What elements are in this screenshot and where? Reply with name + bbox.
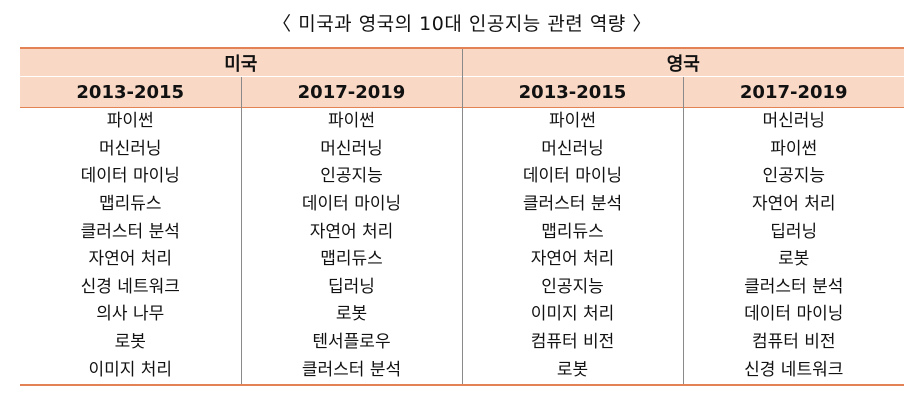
table-cell: 클러스터 분석	[240, 356, 462, 386]
table-cell: 컴퓨터 비전	[682, 328, 904, 357]
table-cell: 이미지 처리	[461, 301, 683, 329]
table-cell: 인공지능	[461, 273, 683, 302]
table-row: 머신러닝 머신러닝 머신러닝 파이썬	[20, 135, 904, 164]
table-cell: 파이썬	[240, 106, 462, 136]
period-header: 2013-2015	[20, 76, 241, 108]
table-row: 데이터 마이닝 인공지능 데이터 마이닝 인공지능	[20, 163, 904, 191]
table-cell: 이미지 처리	[20, 356, 241, 386]
table-cell: 파이썬	[461, 106, 683, 136]
table-cell: 자연어 처리	[88, 249, 173, 270]
table-cell: 머신러닝	[98, 138, 162, 159]
table-cell: 클러스터 분석	[682, 273, 904, 302]
table-cell: 클러스터 분석	[80, 221, 180, 242]
table-cell: 로봇	[682, 245, 904, 274]
period-header: 2017-2019	[682, 76, 904, 108]
table-cell: 딥러닝	[682, 218, 904, 246]
table-cell: 파이썬	[20, 106, 241, 136]
table-cell: 의사 나무	[96, 304, 165, 325]
table-cell: 로봇	[240, 301, 462, 329]
period-header: 2013-2015	[461, 76, 683, 108]
table-cell: 자연어 처리	[682, 190, 904, 219]
table-cell: 로봇	[461, 356, 683, 386]
table-cell: 파이썬	[682, 135, 904, 164]
table-cell: 맵리듀스	[240, 245, 462, 274]
table-cell: 텐서플로우	[240, 328, 462, 357]
table-cell: 딥러닝	[240, 273, 462, 302]
table-row: 의사 나무 로봇 이미지 처리 데이터 마이닝	[20, 301, 904, 329]
table-row: 로봇 텐서플로우 컴퓨터 비전 컴퓨터 비전	[20, 328, 904, 357]
table-cell: 데이터 마이닝	[682, 301, 904, 329]
table-cell: 인공지능	[240, 163, 462, 191]
country-header-us: 미국	[20, 47, 462, 77]
country-header-uk: 영국	[461, 47, 904, 77]
table-cell: 신경 네트워크	[80, 276, 180, 297]
table-cell: 데이터 마이닝	[240, 190, 462, 219]
table-cell: 인공지능	[682, 163, 904, 191]
period-header: 2017-2019	[240, 76, 462, 108]
table-body: 파이썬 파이썬 파이썬 머신러닝 머신러닝 머신러닝 머신러닝 파이썬 데이터 마이닝 인공지능 데…	[20, 106, 904, 386]
period-header-row: 2013-2015 2017-2019 2013-2015 2017-2019	[20, 76, 904, 108]
country-header-row: 미국 영국	[20, 47, 904, 77]
table-row: 이미지 처리 클러스터 분석 로봇 신경 네트워크	[20, 356, 904, 386]
table-cell: 자연어 처리	[240, 218, 462, 246]
table-cell: 클러스터 분석	[461, 190, 683, 219]
table-cell: 로봇	[114, 332, 146, 353]
table-row: 맵리듀스 데이터 마이닝 클러스터 분석 자연어 처리	[20, 190, 904, 219]
table-cell: 머신러닝	[240, 135, 462, 164]
table-cell: 컴퓨터 비전	[461, 328, 683, 357]
ai-competency-table: 미국 영국 2013-2015 2017-2019 2013-2015 2017…	[20, 47, 904, 386]
table-row: 파이썬 파이썬 파이썬 머신러닝	[20, 106, 904, 136]
table-cell: 맵리듀스	[461, 218, 683, 246]
table-title: 〈 미국과 영국의 10대 인공지능 관련 역량 〉	[272, 13, 652, 35]
table-cell: 데이터 마이닝	[80, 166, 180, 187]
table-cell: 맵리듀스	[98, 194, 162, 215]
table-cell: 데이터 마이닝	[461, 163, 683, 191]
table-row: 클러스터 분석 자연어 처리 맵리듀스 딥러닝	[20, 218, 904, 246]
table-cell: 자연어 처리	[461, 245, 683, 274]
table-cell: 머신러닝	[682, 106, 904, 136]
table-cell: 신경 네트워크	[682, 356, 904, 386]
table-row: 신경 네트워크 딥러닝 인공지능 클러스터 분석	[20, 273, 904, 302]
table-row: 자연어 처리 맵리듀스 자연어 처리 로봇	[20, 245, 904, 274]
table-cell: 머신러닝	[461, 135, 683, 164]
